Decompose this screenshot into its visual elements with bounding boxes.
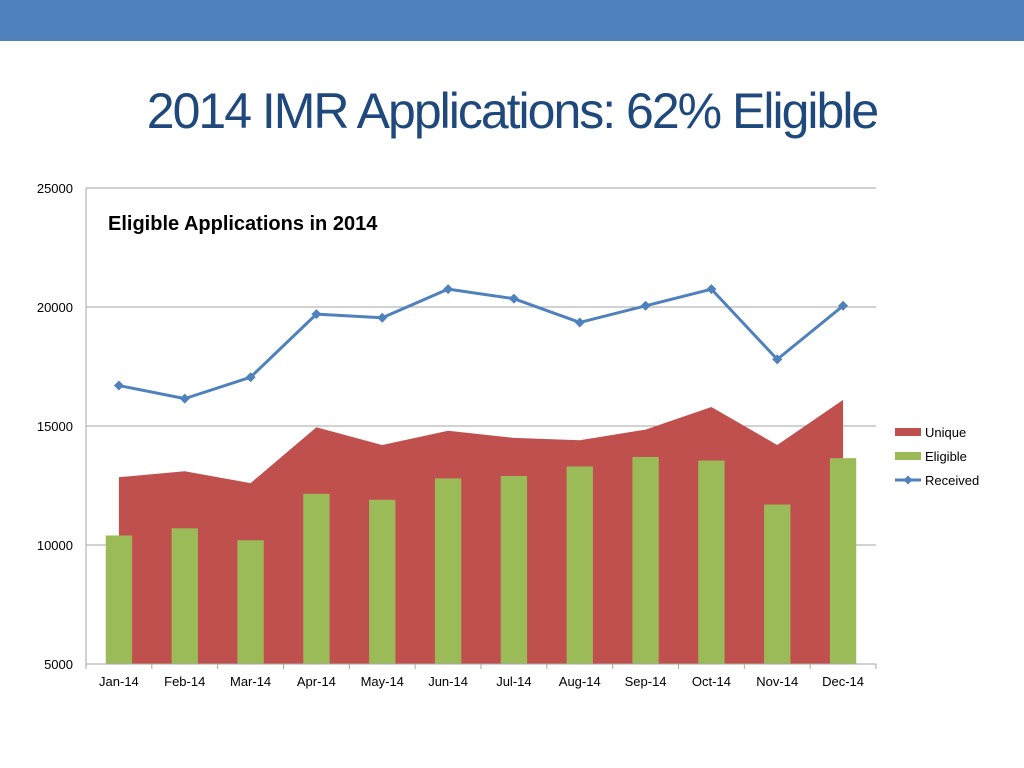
received-point bbox=[706, 284, 717, 295]
x-tick-label: Aug-14 bbox=[559, 674, 601, 689]
unique-area bbox=[118, 399, 844, 664]
x-tick-label: Dec-14 bbox=[822, 674, 864, 689]
legend-swatch-eligible bbox=[895, 452, 921, 460]
unique-area-layer bbox=[118, 399, 844, 664]
received-point bbox=[311, 309, 322, 320]
x-tick-label: Sep-14 bbox=[625, 674, 667, 689]
legend-marker-received bbox=[903, 475, 913, 485]
x-tick-label: Oct-14 bbox=[692, 674, 731, 689]
x-tick-label: Mar-14 bbox=[230, 674, 271, 689]
received-point bbox=[443, 284, 454, 295]
eligible-bar bbox=[171, 528, 198, 664]
eligible-bar bbox=[303, 493, 330, 664]
legend-label-eligible: Eligible bbox=[925, 449, 967, 464]
x-tick-label: Nov-14 bbox=[756, 674, 798, 689]
y-tick-label: 15000 bbox=[37, 419, 73, 434]
received-point bbox=[508, 293, 519, 304]
eligible-bar bbox=[632, 456, 659, 664]
legend-label-unique: Unique bbox=[925, 425, 966, 440]
received-point bbox=[574, 317, 585, 328]
y-tick-label: 10000 bbox=[37, 538, 73, 553]
legend: Unique Eligible Received bbox=[895, 425, 979, 488]
x-tick-label: Jun-14 bbox=[428, 674, 468, 689]
received-point bbox=[772, 354, 783, 365]
eligible-bar bbox=[105, 535, 133, 664]
eligible-bar bbox=[500, 475, 528, 664]
eligible-bar bbox=[369, 499, 396, 664]
received-point bbox=[640, 300, 651, 311]
eligible-bar bbox=[566, 466, 593, 664]
legend-label-received: Received bbox=[925, 473, 979, 488]
received-line bbox=[118, 287, 845, 401]
x-tick-label: Feb-14 bbox=[164, 674, 205, 689]
eligible-bar bbox=[829, 458, 857, 664]
eligible-bar bbox=[237, 540, 264, 664]
received-line-layer bbox=[113, 284, 849, 404]
received-point bbox=[377, 312, 388, 323]
eligible-bar bbox=[764, 504, 791, 664]
eligible-bar-layer bbox=[105, 456, 857, 664]
x-tick-label: Jan-14 bbox=[99, 674, 139, 689]
received-point bbox=[113, 380, 124, 391]
eligible-bar bbox=[434, 478, 462, 664]
y-tick-label: 5000 bbox=[44, 657, 73, 672]
received-point bbox=[179, 393, 190, 404]
received-point bbox=[245, 372, 256, 383]
top-accent-bar bbox=[0, 0, 1024, 41]
eligible-bar bbox=[698, 460, 725, 664]
y-tick-label: 25000 bbox=[37, 181, 73, 196]
y-tick-label: 20000 bbox=[37, 300, 73, 315]
chart-title: Eligible Applications in 2014 bbox=[108, 213, 378, 235]
x-tick-label: Jul-14 bbox=[496, 674, 531, 689]
legend-swatch-unique bbox=[895, 428, 921, 436]
x-tick-label: Apr-14 bbox=[297, 674, 336, 689]
x-tick-label: May-14 bbox=[361, 674, 404, 689]
axes: 5000 10000 15000 20000 25000 Jan-14 Feb-14 Mar-… bbox=[37, 181, 877, 689]
received-point bbox=[838, 300, 849, 311]
slide-title: 2014 IMR Applications: 62% Eligible bbox=[146, 83, 879, 139]
